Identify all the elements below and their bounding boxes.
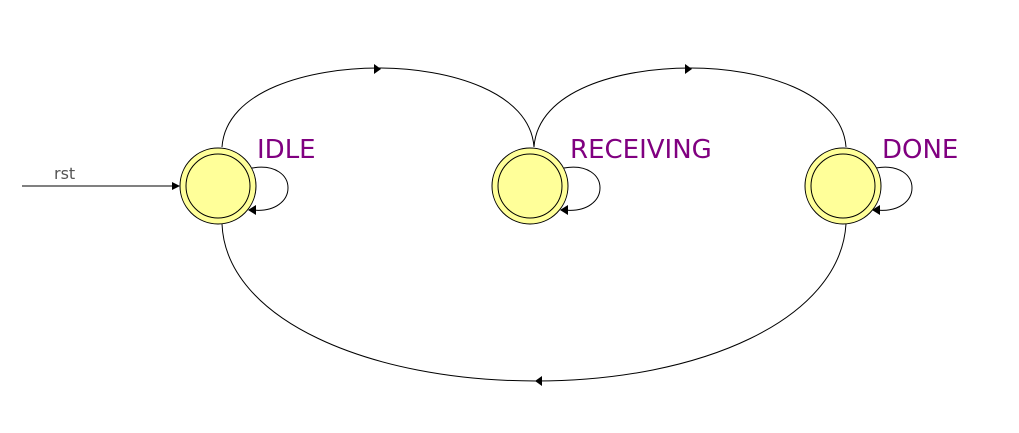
arrowhead-idle-receiving <box>374 64 381 74</box>
transition-done-to-idle <box>221 223 847 386</box>
state-idle-inner-circle <box>185 153 251 219</box>
edge-done-idle <box>221 223 847 382</box>
state-receiving-label: RECEIVING <box>570 135 712 165</box>
reset-label: rst <box>54 164 75 183</box>
self-loop-done <box>872 166 913 215</box>
arrowhead-idle-self <box>248 205 256 215</box>
self-loop-receiving <box>560 166 601 215</box>
state-receiving[interactable]: RECEIVING <box>491 135 712 225</box>
transition-idle-to-receiving <box>221 64 535 148</box>
arrowhead-done-idle <box>535 376 542 386</box>
reset-arrowhead <box>172 182 180 190</box>
state-receiving-inner-circle <box>497 153 563 219</box>
edge-receiving-self <box>563 166 601 211</box>
state-idle[interactable]: IDLE <box>179 135 316 225</box>
edge-idle-self <box>251 166 289 211</box>
edge-done-self <box>875 166 913 211</box>
arrowhead-receiving-self <box>560 205 568 215</box>
transition-receiving-to-done <box>533 64 847 148</box>
self-loop-idle <box>248 166 289 215</box>
arrowhead-done-self <box>872 205 880 215</box>
state-idle-label: IDLE <box>257 135 316 165</box>
state-done[interactable]: DONE <box>804 135 958 225</box>
state-done-label: DONE <box>882 135 958 165</box>
arrowhead-receiving-done <box>685 64 692 74</box>
state-done-inner-circle <box>810 153 876 219</box>
reset-transition: rst <box>22 164 180 190</box>
